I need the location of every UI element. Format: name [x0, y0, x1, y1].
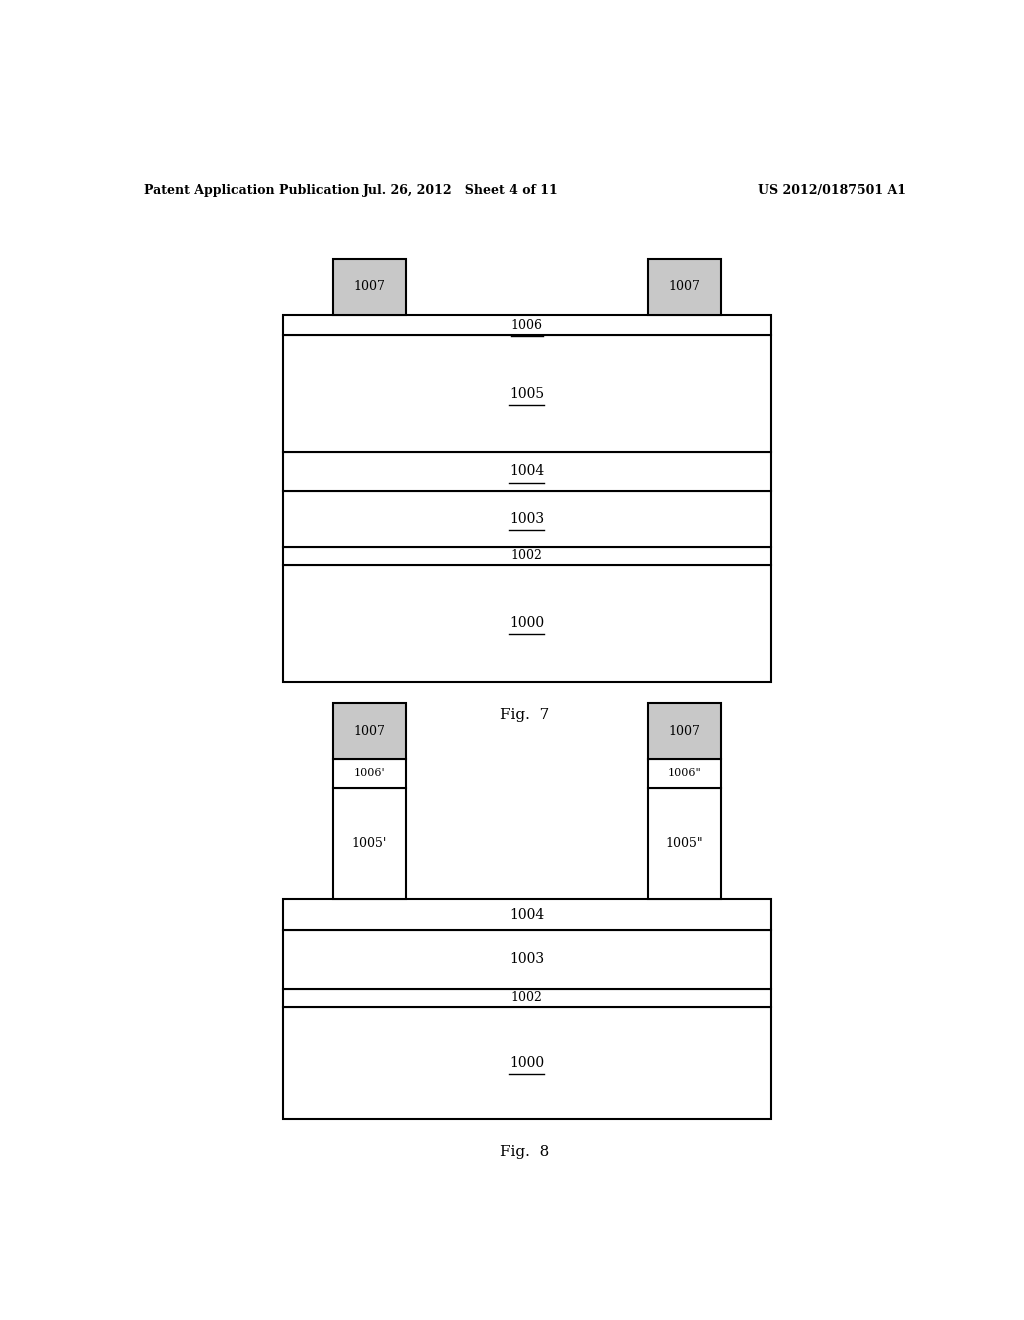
- Bar: [283, 315, 771, 335]
- Text: Fig.  8: Fig. 8: [500, 1146, 550, 1159]
- Bar: [283, 453, 771, 491]
- Bar: [283, 899, 771, 929]
- Bar: [333, 788, 406, 899]
- Text: 1007: 1007: [353, 725, 385, 738]
- Bar: [648, 259, 721, 315]
- Bar: [333, 759, 406, 788]
- Text: 1005: 1005: [509, 387, 545, 401]
- Bar: [283, 546, 771, 565]
- Text: 1003: 1003: [509, 512, 545, 525]
- Text: 1000: 1000: [509, 616, 545, 631]
- Text: Patent Application Publication: Patent Application Publication: [143, 183, 359, 197]
- Text: 1005': 1005': [351, 837, 387, 850]
- Text: 1006": 1006": [668, 768, 701, 779]
- Bar: [648, 759, 721, 788]
- Text: 1007: 1007: [669, 280, 700, 293]
- Text: US 2012/0187501 A1: US 2012/0187501 A1: [758, 183, 905, 197]
- Text: 1007: 1007: [353, 280, 385, 293]
- Text: 1006: 1006: [511, 318, 543, 331]
- Text: 1000: 1000: [509, 1056, 545, 1071]
- Bar: [283, 335, 771, 453]
- Bar: [283, 565, 771, 682]
- Text: 1004: 1004: [509, 465, 545, 478]
- Bar: [283, 989, 771, 1007]
- Text: Jul. 26, 2012   Sheet 4 of 11: Jul. 26, 2012 Sheet 4 of 11: [364, 183, 559, 197]
- Text: Fig.  7: Fig. 7: [500, 709, 550, 722]
- Bar: [648, 788, 721, 899]
- Bar: [333, 259, 406, 315]
- Bar: [648, 704, 721, 759]
- Text: 1007: 1007: [669, 725, 700, 738]
- Text: 1002: 1002: [511, 549, 543, 562]
- Text: 1005": 1005": [666, 837, 703, 850]
- Bar: [333, 704, 406, 759]
- Bar: [283, 491, 771, 546]
- Bar: [283, 1007, 771, 1119]
- Bar: [283, 929, 771, 989]
- Text: 1004: 1004: [509, 908, 545, 921]
- Text: 1002: 1002: [511, 991, 543, 1005]
- Text: 1003: 1003: [509, 952, 545, 966]
- Text: 1006': 1006': [353, 768, 385, 779]
